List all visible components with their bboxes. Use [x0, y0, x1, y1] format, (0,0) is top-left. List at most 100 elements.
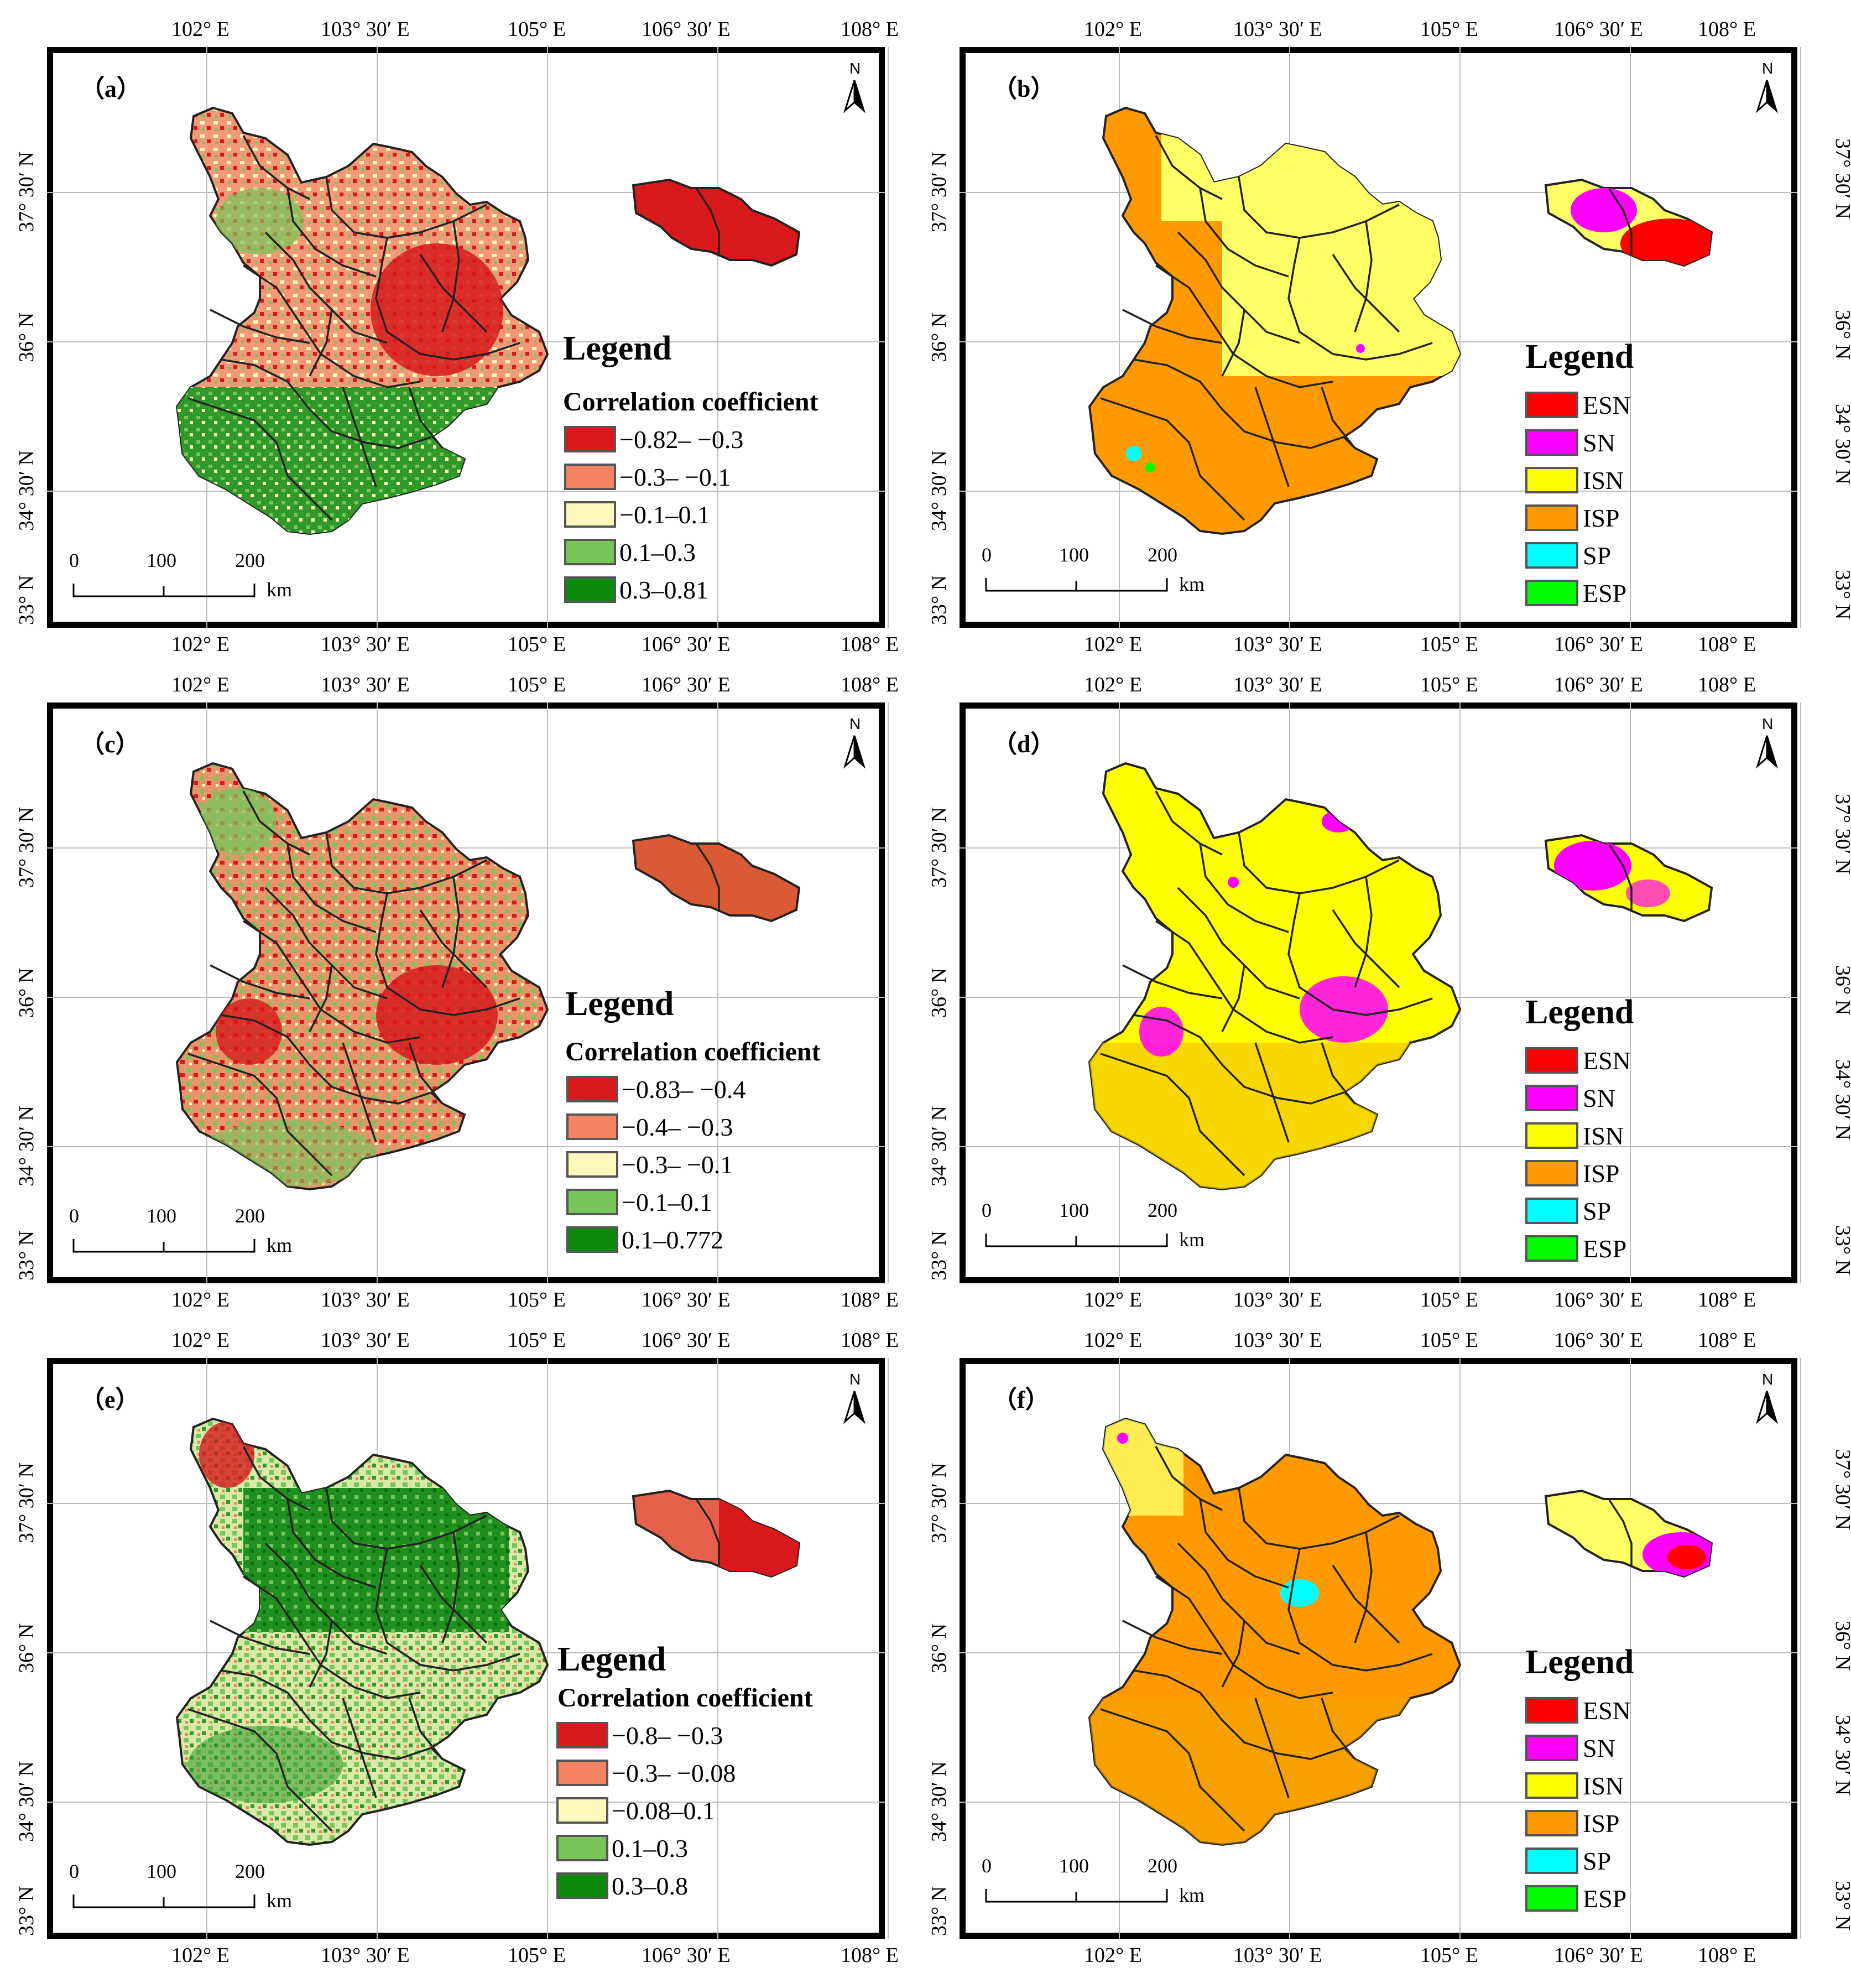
map-label: 0.1–0.3	[619, 538, 696, 566]
lon-label: 105° E	[1420, 1288, 1478, 1312]
legend-swatch	[1525, 1772, 1578, 1799]
map-label: ESN	[1583, 1047, 1631, 1075]
lat-label: 36° N	[15, 968, 38, 1018]
lon-label: 102° E	[171, 633, 230, 656]
map-label: SN	[1583, 1084, 1615, 1112]
lon-label: 108° E	[841, 633, 899, 656]
map-label: 100	[1059, 544, 1089, 566]
map-label: ESP	[1583, 1885, 1626, 1913]
lat-label: 33° N	[15, 1886, 38, 1936]
map-label: 0	[982, 544, 992, 566]
map-label: km	[1179, 1229, 1205, 1251]
map-label: N	[849, 60, 861, 77]
map-label: −0.08–0.1	[612, 1797, 715, 1825]
legend-item: ISP	[1525, 1809, 1619, 1838]
lon-label: 103° 30′ E	[1233, 1288, 1322, 1312]
legend-item: −0.1–0.1	[564, 501, 710, 529]
lon-label: 102° E	[171, 1944, 230, 1967]
legend-swatch	[1525, 1047, 1578, 1074]
map-label: ISP	[1583, 1159, 1619, 1188]
lon-label: 102° E	[1084, 1288, 1142, 1312]
lat-label: 36° N	[1831, 965, 1851, 1015]
map-label: 0	[69, 1205, 79, 1227]
map-label: N	[849, 715, 861, 732]
north-arrow-icon: N	[844, 1371, 865, 1423]
map-label: 0	[982, 1199, 992, 1221]
lat-label: 33° N	[1831, 570, 1851, 620]
scale-bar: 0 100 200 km	[69, 549, 292, 601]
map-label: −0.1–0.1	[622, 1188, 712, 1216]
lon-label: 106° 30′ E	[642, 1288, 731, 1312]
lon-label: 103° 30′ E	[321, 673, 410, 696]
lat-label: 36° N	[15, 1623, 38, 1673]
lat-label: 37° 30′ N	[1831, 794, 1851, 875]
lon-label: 108° E	[1698, 673, 1756, 696]
lat-label: 37° 30′ N	[927, 1463, 951, 1543]
map-canvas: （b） N 102° E 103° 30′ E 105° E 106° 30′ …	[927, 18, 1851, 656]
map-label: 100	[1059, 1855, 1089, 1877]
lon-label: 105° E	[508, 1288, 566, 1312]
lat-label: 34° 30′ N	[15, 450, 38, 531]
map-label: 200	[1148, 1199, 1177, 1221]
lon-label: 106° 30′ E	[1554, 1944, 1643, 1967]
lon-label: 105° E	[508, 633, 566, 656]
panel-label: （d）	[993, 731, 1055, 758]
lat-label: 34° 30′ N	[15, 1761, 38, 1842]
lon-label: 106° 30′ E	[1554, 18, 1643, 41]
lat-label: 34° 30′ N	[927, 450, 951, 531]
legend-item: ISN	[1525, 1122, 1624, 1150]
legend-swatch	[556, 1722, 608, 1748]
scale-bar: 0 100 200 km	[69, 1860, 292, 1912]
lon-label: 105° E	[1420, 18, 1478, 41]
lat-label: 33° N	[1831, 1881, 1851, 1930]
lat-label: 36° N	[927, 1623, 951, 1673]
legend-item: ESN	[1525, 1696, 1631, 1725]
lat-label: 34° 30′ N	[927, 1106, 951, 1186]
scale-bar: 0 100 200 km	[982, 544, 1205, 595]
map-label: N	[1762, 60, 1773, 77]
lon-label: 106° 30′ E	[1554, 1288, 1643, 1312]
lon-label: 105° E	[1420, 633, 1478, 656]
map-label: SP	[1583, 1197, 1611, 1225]
lat-label: 37° 30′ N	[15, 807, 38, 888]
legend-item: −0.3– −0.08	[556, 1759, 736, 1787]
legend-item: ISN	[1525, 466, 1624, 495]
map-label: 200	[235, 549, 265, 571]
lon-label: 102° E	[171, 1288, 230, 1312]
lon-label: 103° 30′ E	[1233, 1944, 1322, 1967]
map-canvas: （f） N 102° E 103° 30′ E 105° E 106° 30′ …	[927, 1329, 1851, 1967]
lon-label: 105° E	[508, 1329, 566, 1352]
legend-swatch	[1525, 504, 1578, 531]
map-label: ISP	[1583, 1809, 1619, 1838]
map-label: 0	[982, 1855, 992, 1877]
legend: Legend ESN SN ISN ISP SP ESP	[1525, 338, 1634, 607]
lat-label: 33° N	[15, 575, 38, 625]
panel-a: （a） N 102° E 103° 30′ E 105° E 106° 30′ …	[0, 0, 899, 656]
lon-label: 108° E	[1698, 1288, 1756, 1312]
scale-bar: 0 100 200 km	[982, 1199, 1205, 1251]
lon-label: 108° E	[841, 1329, 899, 1352]
panel-d: （d） N 102° E 103° 30′ E 105° E 106° 30′ …	[913, 655, 1851, 1312]
map-label: ISN	[1583, 1122, 1624, 1150]
map-label: −0.3– −0.1	[622, 1151, 733, 1179]
map-label: SN	[1583, 429, 1615, 457]
lon-label: 103° 30′ E	[321, 1329, 410, 1352]
map-label: 100	[1059, 1199, 1089, 1221]
lat-label: 36° N	[927, 313, 951, 362]
legend-swatch	[1525, 467, 1578, 493]
lon-label: 105° E	[1420, 673, 1478, 696]
legend-title: Legend	[1525, 993, 1634, 1031]
legend-item: ISP	[1525, 504, 1619, 532]
north-arrow-icon: N	[1756, 60, 1777, 112]
map-label: SP	[1583, 1847, 1611, 1875]
lon-label: 106° 30′ E	[642, 633, 731, 656]
legend-swatch	[564, 426, 616, 452]
map-label: SP	[1583, 542, 1611, 570]
legend-title: Legend	[1525, 1643, 1634, 1681]
legend-item: 0.3–0.8	[556, 1872, 688, 1900]
map-label: km	[267, 1890, 292, 1912]
study-area-map	[176, 762, 800, 1190]
lon-label: 102° E	[1084, 1944, 1142, 1967]
lon-label: 108° E	[841, 18, 899, 41]
panel-label: （a）	[80, 75, 141, 102]
